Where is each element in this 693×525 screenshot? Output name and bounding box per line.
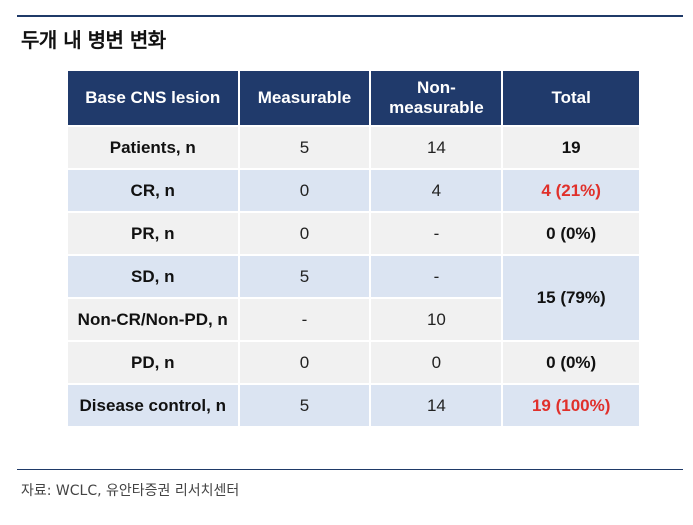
measurable-cell: - bbox=[239, 299, 370, 340]
total-cell: 0 (0%) bbox=[503, 213, 639, 254]
row-label: PR, n bbox=[68, 213, 238, 254]
measurable-cell: 0 bbox=[239, 170, 370, 211]
total-cell: 0 (0%) bbox=[503, 342, 639, 383]
table-row: Non-CR/Non-PD, n - 10 bbox=[68, 299, 639, 340]
non-measurable-cell: 14 bbox=[371, 385, 502, 426]
row-label: PD, n bbox=[68, 342, 238, 383]
header-non-measurable: Non- measurable bbox=[371, 71, 502, 125]
header-measurable: Measurable bbox=[239, 71, 370, 125]
measurable-cell: 5 bbox=[239, 127, 370, 168]
total-cell: 19 bbox=[503, 127, 639, 168]
table-row: SD, n 5 - 15 (79%) bbox=[68, 256, 639, 340]
row-label: Disease control, n bbox=[68, 385, 238, 426]
page-title: 두개 내 병변 변화 bbox=[21, 28, 166, 52]
source-note: 자료: WCLC, 유안타증권 리서치센터 bbox=[21, 483, 240, 499]
total-cell: 4 (21%) bbox=[503, 170, 639, 211]
table-row: CR, n 0 4 4 (21%) bbox=[68, 170, 639, 211]
table-row: PD, n 0 0 0 (0%) bbox=[68, 342, 639, 383]
row-label: SD, n bbox=[68, 256, 238, 297]
top-rule bbox=[17, 15, 683, 17]
table-row: Patients, n 5 14 19 bbox=[68, 127, 639, 168]
table-row: Disease control, n 5 14 19 (100%) bbox=[68, 385, 639, 426]
measurable-cell: 0 bbox=[239, 342, 370, 383]
measurable-cell: 5 bbox=[239, 385, 370, 426]
table-header-row: Base CNS lesion Measurable Non- measurab… bbox=[68, 71, 639, 125]
table-row: PR, n 0 - 0 (0%) bbox=[68, 213, 639, 254]
measurable-cell: 5 bbox=[239, 256, 370, 297]
cns-lesion-table: Base CNS lesion Measurable Non- measurab… bbox=[66, 69, 641, 428]
non-measurable-cell: - bbox=[371, 213, 502, 254]
row-label: Non-CR/Non-PD, n bbox=[68, 299, 238, 340]
header-total: Total bbox=[503, 71, 639, 125]
non-measurable-cell: 0 bbox=[371, 342, 502, 383]
measurable-cell: 0 bbox=[239, 213, 370, 254]
row-label: CR, n bbox=[68, 170, 238, 211]
total-cell: 19 (100%) bbox=[503, 385, 639, 426]
header-base-cns-lesion: Base CNS lesion bbox=[68, 71, 238, 125]
row-label: Patients, n bbox=[68, 127, 238, 168]
bottom-rule bbox=[17, 469, 683, 470]
non-measurable-cell: 4 bbox=[371, 170, 502, 211]
non-measurable-cell: 14 bbox=[371, 127, 502, 168]
non-measurable-cell: 10 bbox=[371, 299, 502, 340]
non-measurable-cell: - bbox=[371, 256, 502, 297]
total-cell-merged: 15 (79%) bbox=[503, 256, 639, 340]
